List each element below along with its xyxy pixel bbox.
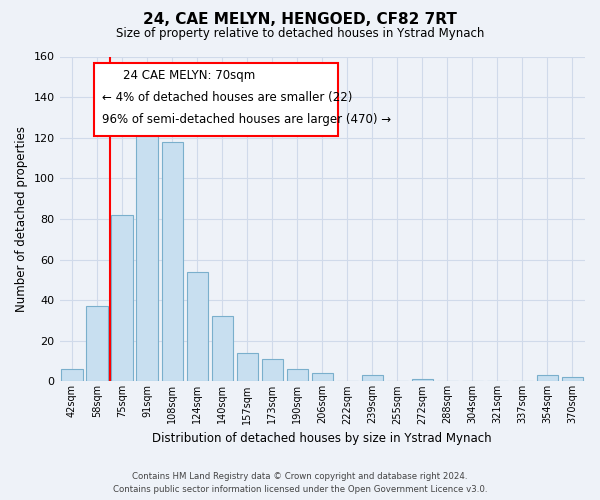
Bar (212, 316, 233, 382)
Bar (236, 353, 258, 382)
Bar (287, 369, 308, 382)
Bar (311, 374, 333, 382)
Bar (537, 376, 558, 382)
Bar (562, 378, 583, 382)
Y-axis label: Number of detached properties: Number of detached properties (15, 126, 28, 312)
Bar (262, 359, 283, 382)
Bar (161, 142, 183, 382)
Bar (412, 380, 433, 382)
Text: ← 4% of detached houses are smaller (22): ← 4% of detached houses are smaller (22) (101, 90, 352, 104)
FancyBboxPatch shape (94, 63, 338, 136)
Text: Size of property relative to detached houses in Ystrad Mynach: Size of property relative to detached ho… (116, 28, 484, 40)
Text: 96% of semi-detached houses are larger (470) →: 96% of semi-detached houses are larger (… (101, 114, 391, 126)
Text: 24 CAE MELYN: 70sqm: 24 CAE MELYN: 70sqm (122, 70, 255, 82)
Bar (86, 306, 108, 382)
X-axis label: Distribution of detached houses by size in Ystrad Mynach: Distribution of detached houses by size … (152, 432, 492, 445)
Text: Contains HM Land Registry data © Crown copyright and database right 2024.
Contai: Contains HM Land Registry data © Crown c… (113, 472, 487, 494)
Bar (61, 369, 83, 382)
Bar (187, 272, 208, 382)
Bar (112, 215, 133, 382)
Text: 24, CAE MELYN, HENGOED, CF82 7RT: 24, CAE MELYN, HENGOED, CF82 7RT (143, 12, 457, 28)
Bar (136, 128, 158, 382)
Bar (362, 376, 383, 382)
